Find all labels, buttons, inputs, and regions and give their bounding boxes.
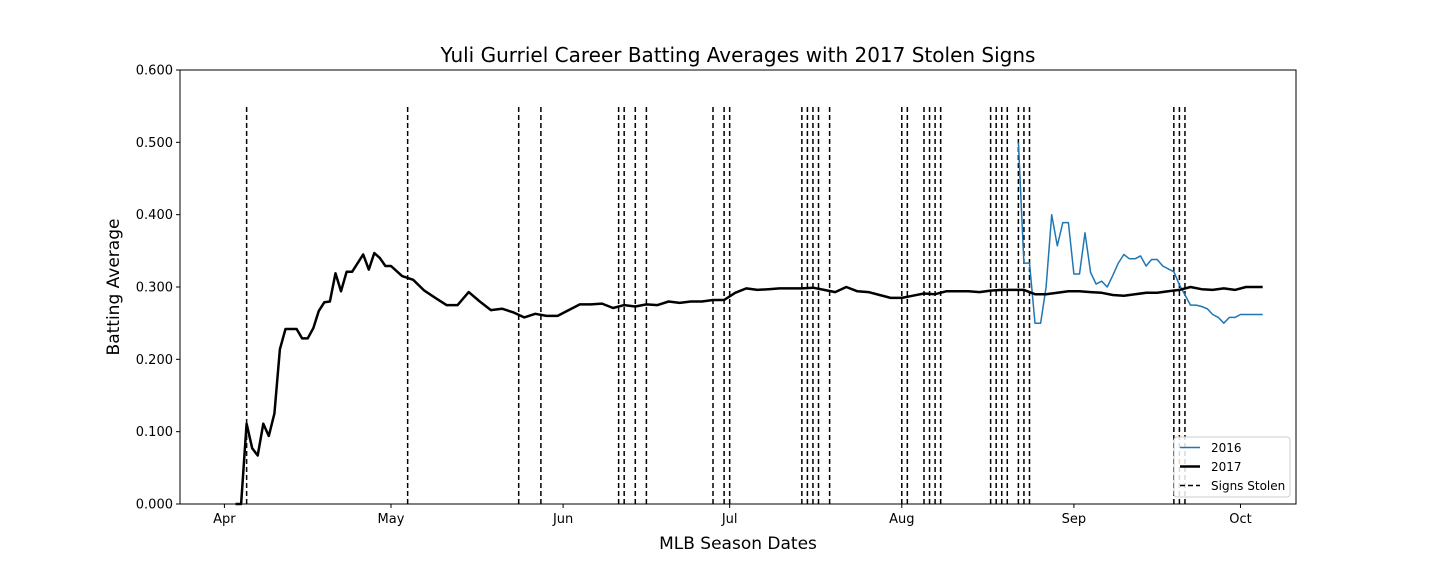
y-tick-label: 0.300: [136, 281, 173, 296]
x-tick-label: Jun: [552, 512, 573, 527]
legend-signs-stolen-label: Signs Stolen: [1211, 479, 1285, 493]
x-tick-label: Jul: [721, 512, 738, 527]
y-tick-label: 0.400: [136, 208, 173, 223]
legend-2017-label: 2017: [1211, 460, 1242, 474]
plot-frame: [179, 69, 1297, 505]
series-2016-line: [1017, 142, 1263, 324]
legend: 2016 2017 Signs Stolen: [1173, 436, 1291, 498]
series-2017-line: [235, 251, 1263, 506]
plot-area: [235, 106, 1263, 506]
x-tick-label: Sep: [1062, 512, 1087, 527]
y-tick-label: 0.600: [136, 64, 173, 79]
y-tick-label: 0.200: [136, 353, 173, 368]
x-tick-label: Aug: [889, 512, 914, 527]
y-axis-label: Batting Average: [104, 219, 124, 356]
x-axis-label: MLB Season Dates: [659, 534, 817, 554]
y-tick-label: 0.500: [136, 136, 173, 151]
x-tick-label: Oct: [1229, 512, 1251, 527]
x-tick-label: May: [378, 512, 405, 527]
y-tick-label: 0.100: [136, 425, 173, 440]
chart-title: Yuli Gurriel Career Batting Averages wit…: [440, 43, 1036, 67]
y-tick-label: 0.000: [136, 498, 173, 513]
legend-2016-label: 2016: [1211, 441, 1242, 455]
x-axis-ticks: Apr May Jun Jul Aug Sep Oct: [213, 504, 1252, 527]
x-tick-label: Apr: [213, 512, 236, 527]
y-axis-ticks: 0.000 0.100 0.200 0.300 0.400 0.500 0.600: [136, 64, 180, 513]
legend-box: [1173, 436, 1291, 498]
